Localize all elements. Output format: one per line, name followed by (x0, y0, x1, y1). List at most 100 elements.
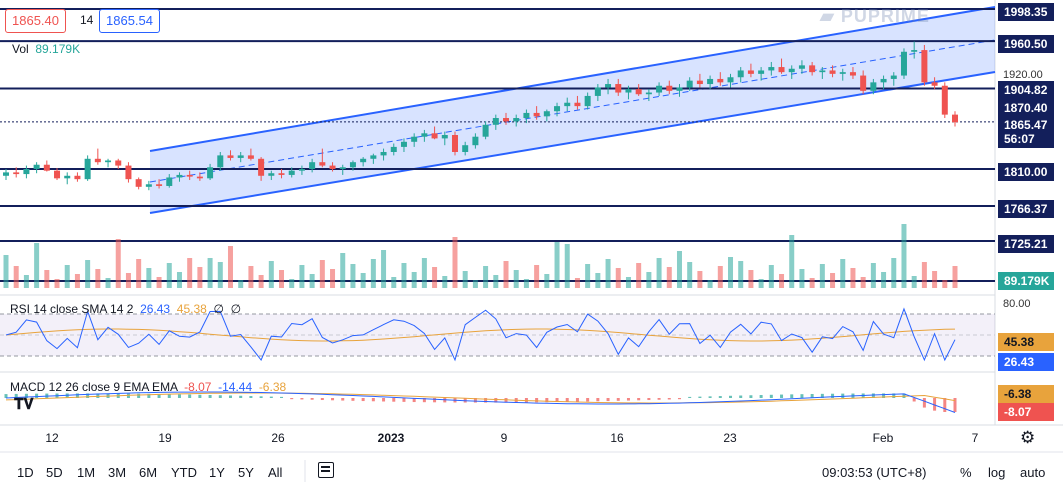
price-axis-label: 1904.82 (998, 81, 1054, 99)
candle-body (13, 172, 20, 175)
channel-upper-line (149, 6, 996, 152)
candle-body (319, 162, 326, 166)
volume-bar (125, 273, 131, 288)
bid-price-box[interactable]: 1865.40 (5, 9, 66, 33)
volume-bar (625, 277, 631, 288)
macd-legend: MACD 12 26 close 9 EMA EMA -8.07 -14.44 … (10, 380, 286, 394)
volume-bar (370, 259, 376, 288)
macd-hist-bar (575, 398, 579, 402)
volume-bar (13, 266, 19, 288)
macd-hist-bar (14, 393, 18, 398)
candle-body (615, 84, 622, 93)
candle-body (309, 162, 316, 169)
candle-body (278, 173, 285, 175)
macd-hist-bar (96, 393, 100, 398)
candle-body (84, 158, 91, 180)
volume-bar (911, 276, 917, 288)
candle-body (676, 87, 683, 91)
macd-hist-bar (310, 398, 314, 400)
volume-bar (340, 253, 346, 288)
candle-body (564, 102, 571, 107)
range-button-5d[interactable]: 5D (46, 465, 63, 480)
macd-hist-bar (320, 398, 324, 401)
macd-hist-bar (228, 395, 232, 398)
macd-line (5, 391, 956, 413)
macd-hist-bar (892, 393, 896, 398)
rsi-legend-sma: 45.38 (176, 302, 207, 316)
candle-body (196, 176, 203, 179)
macd-hist-bar (943, 398, 947, 412)
time-axis-label: Feb (872, 431, 894, 445)
time-axis-label: 16 (610, 431, 624, 445)
ask-price-box[interactable]: 1865.54 (99, 9, 160, 33)
range-button-ytd[interactable]: YTD (171, 465, 197, 480)
volume-bar (809, 278, 815, 288)
macd-hist-bar (606, 398, 610, 402)
candle-body (472, 136, 479, 146)
macd-hist-bar (280, 396, 284, 398)
price-axis-label: 1870.40 (998, 99, 1054, 117)
range-button-1d[interactable]: 1D (17, 465, 34, 480)
volume-bar (64, 265, 70, 288)
volume-bar (289, 279, 295, 288)
volume-bar (411, 272, 417, 288)
macd-hist-bar (677, 398, 681, 400)
rsi-legend-label: RSI 14 close SMA 14 2 (10, 302, 134, 316)
candle-body (656, 85, 663, 93)
candle-body (411, 136, 418, 142)
macd-hist-bar (239, 395, 243, 398)
volume-bar (850, 268, 856, 288)
brand-logo-icon: ▰ (820, 6, 841, 26)
candle-body (911, 50, 918, 52)
candle-body (870, 82, 877, 91)
calendar-range-icon[interactable] (318, 462, 334, 478)
candle-body (768, 67, 775, 71)
volume-legend-value: 89.179K (35, 42, 81, 56)
candle-body (94, 158, 101, 163)
macd-hist-bar (810, 394, 814, 398)
candle-body (717, 78, 724, 83)
candle-body (778, 67, 785, 73)
candle-body (707, 78, 714, 85)
percent-scale-button[interactable]: % (960, 465, 972, 480)
macd-hist-bar (708, 396, 712, 398)
price-axis-label: 56:07 (998, 130, 1054, 148)
time-axis-label: 2023 (377, 431, 405, 445)
macd-hist-bar (402, 398, 406, 402)
price-axis-label: 1810.00 (998, 163, 1054, 181)
macd-hist-bar (718, 396, 722, 398)
range-button-1y[interactable]: 1Y (209, 465, 225, 480)
range-button-3m[interactable]: 3M (108, 465, 127, 480)
macd-hist-bar (392, 398, 396, 402)
volume-bar (605, 259, 611, 288)
price-tick-1920: 1920.00 (1003, 69, 1043, 81)
auto-scale-button[interactable]: auto (1020, 465, 1046, 480)
candle-body (829, 70, 836, 74)
price-axis-label: 45.38 (998, 333, 1054, 351)
volume-bar (299, 265, 305, 288)
range-button-all[interactable]: All (268, 465, 283, 480)
candle-body (492, 118, 499, 125)
price-axis-label: 89.179K (998, 272, 1054, 290)
tradingview-logo-icon[interactable]: 𝐓𝐕 (14, 396, 34, 413)
volume-bar (238, 280, 244, 288)
time-axis-label: 7 (971, 431, 979, 445)
range-button-1m[interactable]: 1M (77, 465, 96, 480)
candle-body (105, 160, 112, 163)
candle-body (421, 133, 428, 137)
candle-body (554, 106, 561, 112)
clock-timezone[interactable]: 09:03:53 (UTC+8) (822, 465, 927, 480)
time-axis-label: 26 (271, 431, 285, 445)
gear-icon[interactable]: ⚙ (1020, 428, 1036, 447)
range-button-5y[interactable]: 5Y (238, 465, 254, 480)
rsi-tick-80: 80.00 (1003, 298, 1031, 310)
time-axis-label: 12 (45, 431, 59, 445)
volume-bar (891, 258, 897, 288)
log-scale-button[interactable]: log (988, 465, 1006, 480)
range-button-6m[interactable]: 6M (139, 465, 158, 480)
macd-hist-bar (637, 398, 641, 401)
volume-bar (666, 267, 672, 288)
candle-body (207, 167, 214, 179)
price-axis-label: 1766.37 (998, 200, 1054, 218)
